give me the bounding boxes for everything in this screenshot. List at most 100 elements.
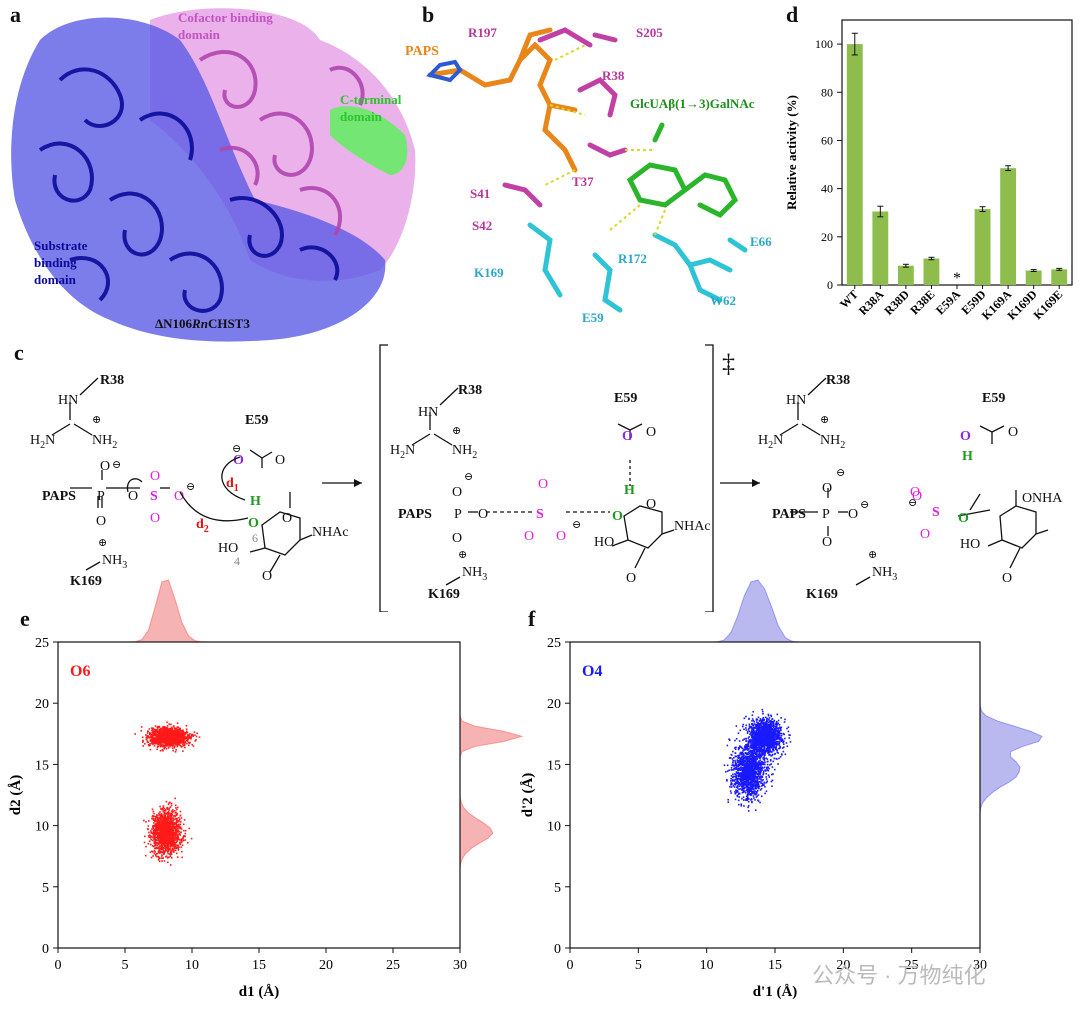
scatter-point <box>151 731 154 734</box>
scatter-point <box>734 791 736 793</box>
scatter-point <box>172 739 175 742</box>
s-right-o-1: O <box>174 489 184 504</box>
scatter-point <box>162 834 164 837</box>
scatter-point <box>153 836 156 838</box>
scatter-point <box>169 817 172 819</box>
scatter-point <box>141 736 144 739</box>
substrate-domain-label: Substrate binding domain <box>34 238 88 287</box>
scatter-point <box>156 841 158 844</box>
scatter-point <box>760 722 763 724</box>
scatter-point <box>776 727 779 730</box>
scatter-point <box>160 813 163 815</box>
scatter-point <box>171 843 174 845</box>
scatter-point <box>152 839 154 842</box>
scatter-point <box>167 741 170 743</box>
scatter-point <box>154 825 157 828</box>
scatter-point <box>176 730 179 733</box>
scatter-point <box>167 738 170 740</box>
scatter-point <box>754 727 757 729</box>
scatter-point <box>754 736 757 738</box>
scatter-point <box>751 780 753 783</box>
scatter-point <box>163 839 166 842</box>
scatter-point <box>758 729 761 732</box>
scatter-point <box>168 744 170 747</box>
scatter-point <box>149 733 151 735</box>
scatter-point <box>780 738 782 741</box>
scatter-point <box>178 818 181 821</box>
scatter-point <box>171 817 174 819</box>
scatter-point <box>175 739 178 741</box>
scatter-point <box>164 818 167 821</box>
s-bottom-o-2: O <box>524 529 534 544</box>
scatter-point <box>783 721 786 723</box>
scatter-point <box>173 742 176 745</box>
scatter-point <box>169 744 172 747</box>
scatter-point <box>174 727 177 730</box>
scatter-point <box>171 834 174 837</box>
ring-o-1: O <box>282 511 292 526</box>
scatter-point <box>759 772 762 775</box>
scatter-point <box>771 751 773 753</box>
scatter-point <box>754 724 757 726</box>
scatter-point <box>154 740 157 743</box>
scatter-point <box>155 734 158 737</box>
scatter-point <box>176 806 179 809</box>
scatter-point <box>153 741 156 744</box>
c-terminal-domain-label: C-terminal domain <box>340 92 402 124</box>
scatter-point <box>154 827 157 830</box>
c-terminal-domain-surface <box>330 106 408 175</box>
scatter-point <box>146 732 149 734</box>
scatter-point <box>151 836 154 839</box>
scatter-point <box>192 745 195 747</box>
scatter-point <box>763 727 766 729</box>
scatter-point <box>162 841 165 844</box>
scatter-point <box>758 781 761 783</box>
scatter-point <box>165 730 168 732</box>
scatter-point <box>169 830 172 833</box>
scatter-point <box>755 736 758 739</box>
scatter-point <box>151 850 153 853</box>
scatter-point <box>187 841 189 844</box>
y-axis-label: Relative activity (%) <box>784 95 799 210</box>
scatter-point <box>158 827 160 829</box>
scatter-point <box>158 835 161 838</box>
scatter-point <box>789 734 791 736</box>
scatter-point <box>766 758 769 760</box>
scatter-point <box>771 745 774 748</box>
scatter-point <box>769 749 771 751</box>
scatter-point <box>156 844 159 847</box>
scatter-point <box>764 763 766 766</box>
scatter-point <box>772 738 775 741</box>
scatter-point <box>170 831 173 834</box>
scatter-point <box>163 835 165 837</box>
o6-atom-2: O <box>612 509 623 524</box>
scatter-point <box>174 804 177 807</box>
scatter-point <box>162 846 164 849</box>
scatter-point <box>177 836 180 839</box>
paps-label-1: PAPS <box>42 489 76 504</box>
bar <box>846 44 863 285</box>
scatter-point <box>770 743 773 745</box>
scatter-point <box>159 832 162 835</box>
residue-k169: K169 <box>474 265 504 280</box>
scatter-point <box>772 743 774 746</box>
scatter-point <box>163 811 166 814</box>
c4-index-1: 4 <box>234 554 240 568</box>
scatter-point <box>182 836 185 838</box>
scatter-point <box>767 737 770 740</box>
scatter-point <box>187 741 190 744</box>
scatter-point <box>777 734 780 737</box>
scatter-point <box>775 732 777 735</box>
scatter-point <box>162 738 165 741</box>
scatter-point <box>758 740 760 743</box>
y-tick-label: 10 <box>35 820 49 835</box>
bar <box>1025 270 1042 285</box>
scatter-point <box>164 829 167 832</box>
scatter-point <box>172 742 175 745</box>
scatter-point <box>776 751 779 754</box>
scatter-point <box>161 736 164 738</box>
scatter-point <box>194 734 196 736</box>
ts-bracket-right <box>705 344 714 612</box>
scatter-point <box>164 746 167 749</box>
scatter-point <box>183 819 186 821</box>
